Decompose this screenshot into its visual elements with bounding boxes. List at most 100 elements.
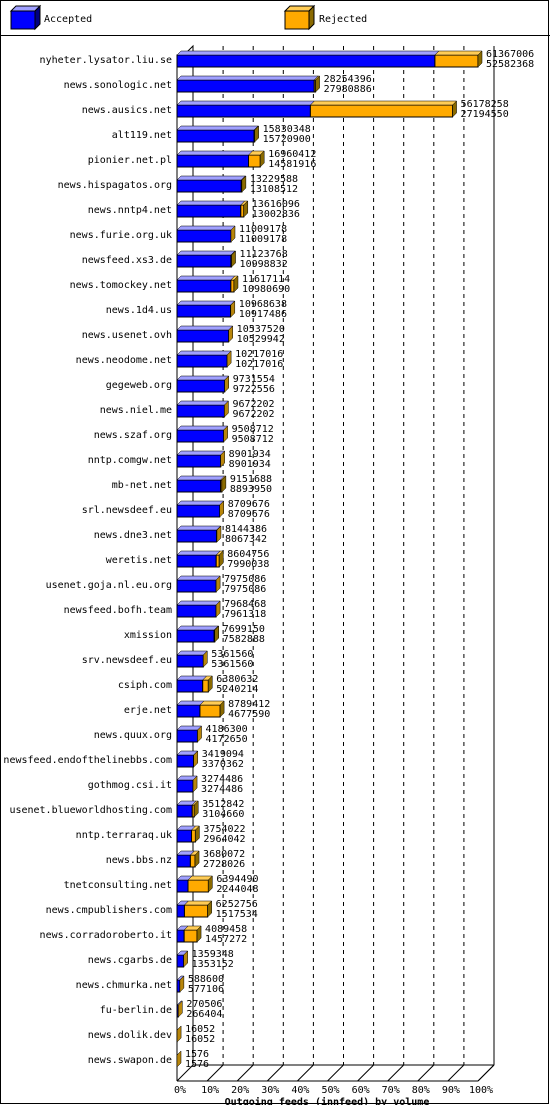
- x-tick-label: 20%: [231, 1085, 249, 1096]
- category-label: nyheter.lysator.liu.se: [40, 55, 172, 66]
- category-label: nntp.terraraq.uk: [76, 830, 172, 841]
- category-label: usenet.blueworldhosting.com: [9, 805, 172, 816]
- floor-tick: [236, 1064, 254, 1082]
- value-label-accepted: 1353152: [192, 959, 234, 970]
- legend-swatch-rejected-front: [284, 10, 310, 30]
- category-label: news.szaf.org: [94, 430, 172, 441]
- bar-side: [230, 225, 236, 243]
- bar-rejected: [191, 829, 196, 843]
- value-label-total: 6252756: [216, 899, 258, 910]
- value-label-total: 6380632: [216, 674, 258, 685]
- bar-accepted: [176, 879, 189, 893]
- bar-accepted: [176, 854, 191, 868]
- bar-accepted-top: [176, 525, 222, 531]
- bar-rejected: [202, 679, 209, 693]
- x-tick-label: 40%: [291, 1085, 309, 1096]
- bar-accepted-top: [176, 475, 226, 481]
- floor-tick: [417, 1064, 435, 1082]
- legend-swatch-accepted-side: [34, 4, 41, 31]
- category-label: news.nntp4.net: [88, 205, 172, 216]
- value-label-accepted: 577106: [188, 984, 224, 995]
- bar-accepted-top: [176, 625, 219, 631]
- floor-tick: [176, 1064, 194, 1082]
- bar-accepted: [176, 329, 230, 343]
- bar-side: [224, 400, 229, 418]
- bar-accepted: [176, 579, 217, 593]
- bar-accepted-top: [176, 125, 259, 131]
- bar-side: [193, 750, 199, 768]
- category-label: news.sonologic.net: [64, 80, 172, 91]
- legend-swatch-accepted: [9, 4, 42, 31]
- category-label: mb-net.net: [112, 480, 172, 491]
- bar-accepted: [176, 729, 198, 743]
- category-label: news.usenet.ovh: [82, 330, 172, 341]
- category-label: pionier.net.pl: [88, 155, 172, 166]
- bar-side: [221, 475, 227, 493]
- x-tick-label: 0%: [174, 1085, 186, 1096]
- bar-accepted-top: [176, 700, 205, 706]
- bar-accepted: [176, 754, 195, 768]
- bar-accepted-top: [176, 225, 236, 231]
- category-label: news.niel.me: [100, 405, 172, 416]
- bar-side: [183, 950, 188, 968]
- category-label: newsfeed.xs3.de: [82, 255, 172, 266]
- bar-side: [218, 550, 224, 568]
- value-label-total: 16052: [185, 1024, 215, 1035]
- bar-side: [195, 825, 200, 843]
- category-label: srv.newsdeef.eu: [82, 655, 172, 666]
- bar-side: [215, 600, 221, 618]
- value-label-total: 8901934: [229, 449, 271, 460]
- bar-accepted: [176, 429, 225, 443]
- value-label-total: 3512842: [202, 799, 244, 810]
- bar-accepted: [176, 704, 201, 718]
- category-label: erje.net: [124, 705, 172, 716]
- value-label-accepted: 15720900: [263, 134, 311, 145]
- bar-accepted: [176, 629, 215, 643]
- bar-side: [208, 675, 213, 693]
- bar-accepted: [176, 679, 204, 693]
- bar-accepted-top: [176, 650, 208, 656]
- bar-accepted-top: [176, 275, 236, 281]
- category-label: srl.newsdeef.eu: [82, 505, 172, 516]
- value-label-total: 270506: [186, 999, 222, 1010]
- bar-side: [259, 150, 265, 168]
- value-label-total: 3680072: [203, 849, 245, 860]
- bar-accepted: [176, 504, 221, 518]
- category-label: news.hispagatos.org: [58, 180, 172, 191]
- bar-accepted: [176, 304, 232, 318]
- bar-accepted-top: [176, 675, 208, 681]
- bar-side: [216, 525, 222, 543]
- value-label-total: 3419094: [202, 749, 244, 760]
- value-label-total: 11617114: [242, 274, 290, 285]
- value-label-total: 6394490: [216, 874, 258, 885]
- bar-rejected: [240, 204, 245, 218]
- bar-side: [203, 650, 208, 668]
- bar-side: [193, 800, 199, 818]
- bar-accepted: [176, 904, 185, 918]
- value-label-total: 588600: [188, 974, 224, 985]
- value-label-total: 9672202: [232, 399, 274, 410]
- x-tick-label: 60%: [352, 1085, 370, 1096]
- bar-accepted-top: [176, 50, 440, 56]
- bar-accepted-top: [176, 325, 234, 331]
- x-tick-label: 90%: [442, 1085, 460, 1096]
- value-label-total: 8144386: [225, 524, 267, 535]
- category-label: news.swapon.de: [88, 1055, 172, 1066]
- legend-swatch-rejected-side: [308, 4, 315, 31]
- bar-accepted: [176, 354, 228, 368]
- category-label: news.chmurka.net: [76, 980, 172, 991]
- value-label-total: 1359348: [192, 949, 234, 960]
